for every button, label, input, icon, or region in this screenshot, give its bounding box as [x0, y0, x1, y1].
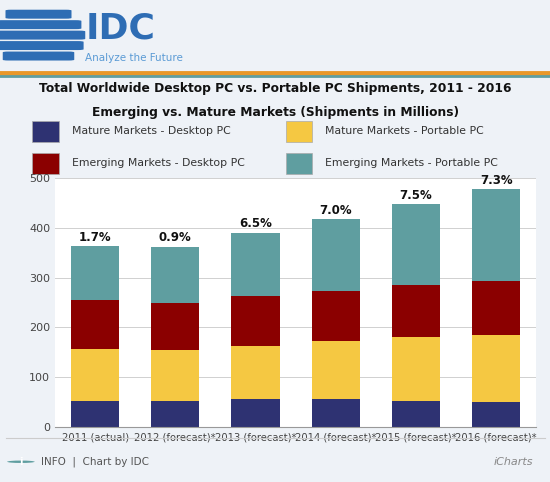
- Bar: [151, 247, 199, 303]
- Text: 7.0%: 7.0%: [320, 203, 352, 216]
- Text: 1.7%: 1.7%: [79, 231, 112, 244]
- FancyBboxPatch shape: [6, 10, 72, 19]
- FancyBboxPatch shape: [0, 41, 84, 50]
- Text: Total Worldwide Desktop PC vs. Portable PC Shipments, 2011 - 2016: Total Worldwide Desktop PC vs. Portable …: [39, 82, 512, 94]
- Bar: [232, 399, 279, 427]
- Bar: [392, 204, 440, 285]
- Bar: [472, 189, 520, 281]
- Text: Emerging vs. Mature Markets (Shipments in Millions): Emerging vs. Mature Markets (Shipments i…: [91, 106, 459, 119]
- Text: 6.5%: 6.5%: [239, 217, 272, 230]
- Text: Mature Markets - Portable PC: Mature Markets - Portable PC: [325, 126, 484, 136]
- Bar: [392, 401, 440, 427]
- FancyBboxPatch shape: [0, 31, 85, 40]
- Bar: [472, 402, 520, 427]
- Bar: [151, 350, 199, 401]
- Bar: [472, 335, 520, 402]
- Text: 7.3%: 7.3%: [480, 174, 513, 187]
- Bar: [71, 348, 119, 401]
- Bar: [232, 346, 279, 399]
- Bar: [312, 341, 360, 399]
- Text: IDC: IDC: [85, 12, 155, 45]
- Text: Analyze the Future: Analyze the Future: [85, 54, 183, 63]
- Bar: [232, 296, 279, 346]
- Text: 7.5%: 7.5%: [399, 188, 432, 201]
- Bar: [285, 120, 312, 142]
- Circle shape: [7, 461, 35, 463]
- Bar: [472, 281, 520, 335]
- Text: Emerging Markets - Desktop PC: Emerging Markets - Desktop PC: [72, 158, 245, 168]
- Bar: [312, 399, 360, 427]
- Bar: [392, 337, 440, 401]
- Text: i: i: [19, 457, 23, 467]
- FancyBboxPatch shape: [3, 52, 74, 61]
- Text: 0.9%: 0.9%: [159, 231, 192, 244]
- Bar: [312, 291, 360, 341]
- Bar: [71, 401, 119, 427]
- Bar: [71, 246, 119, 300]
- Text: Mature Markets - Desktop PC: Mature Markets - Desktop PC: [72, 126, 230, 136]
- Bar: [32, 153, 58, 174]
- Bar: [285, 153, 312, 174]
- Bar: [232, 233, 279, 296]
- Bar: [151, 401, 199, 427]
- FancyBboxPatch shape: [0, 20, 81, 29]
- Bar: [71, 300, 119, 348]
- Bar: [151, 303, 199, 350]
- Text: iCharts: iCharts: [494, 457, 534, 467]
- Text: INFO  |  Chart by IDC: INFO | Chart by IDC: [41, 456, 149, 467]
- Bar: [32, 120, 58, 142]
- Bar: [392, 285, 440, 337]
- Text: Emerging Markets - Portable PC: Emerging Markets - Portable PC: [325, 158, 498, 168]
- Bar: [312, 219, 360, 291]
